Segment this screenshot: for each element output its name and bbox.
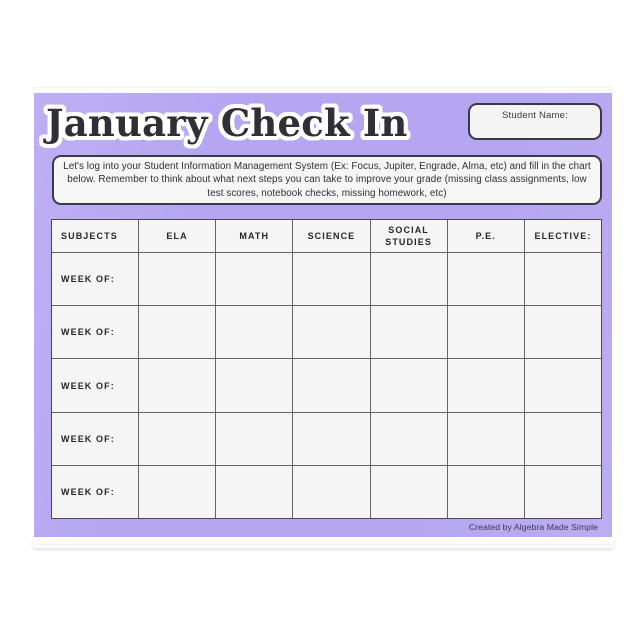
grade-cell-ela[interactable] xyxy=(139,465,217,519)
notepad-bottom-paper-base xyxy=(33,537,614,548)
table-header-social-studies: SOCIAL STUDIES xyxy=(370,220,448,252)
grade-cell-science[interactable] xyxy=(293,465,371,519)
table-header-subjects: SUBJECTS xyxy=(52,220,139,252)
table-header-row: SUBJECTS ELA MATH SCIENCE SOCIAL STUDIES xyxy=(52,220,602,253)
grade-cell-science[interactable] xyxy=(293,359,371,412)
table-header-science: SCIENCE xyxy=(293,220,371,252)
grade-cell-ela[interactable] xyxy=(139,412,217,465)
grade-cell-elective[interactable] xyxy=(524,359,602,412)
table-header-label: SOCIAL STUDIES xyxy=(385,225,432,247)
grade-cell-pe[interactable] xyxy=(447,465,525,519)
grade-cell-social-studies[interactable] xyxy=(370,359,448,412)
grade-cell-pe[interactable] xyxy=(447,359,525,412)
week-of-cell: WEEK OF: xyxy=(52,359,139,412)
grade-cell-ela[interactable] xyxy=(139,253,217,306)
notepad-mockup: January Check In Student Name: Let's log… xyxy=(33,88,614,548)
grade-cell-math[interactable] xyxy=(216,306,294,359)
grade-tracking-table: SUBJECTS ELA MATH SCIENCE SOCIAL STUDIES xyxy=(51,219,602,519)
week-of-cell: WEEK OF: xyxy=(52,306,139,359)
grade-cell-pe[interactable] xyxy=(447,253,525,306)
credit-text: Created by Algebra Made Simple xyxy=(468,522,598,532)
table-header-label: P.E. xyxy=(475,231,496,241)
grade-cell-ela[interactable] xyxy=(139,306,217,359)
grade-cell-social-studies[interactable] xyxy=(370,253,448,306)
grade-cell-pe[interactable] xyxy=(447,412,525,465)
grade-cell-elective[interactable] xyxy=(524,306,602,359)
notepad-top-paper-edge xyxy=(34,88,612,93)
grade-cell-social-studies[interactable] xyxy=(370,412,448,465)
notepad-printed-sheet: January Check In Student Name: Let's log… xyxy=(34,93,612,538)
table-row: WEEK OF: xyxy=(52,465,602,519)
week-of-cell: WEEK OF: xyxy=(52,412,139,465)
notepad-bottom-shadow xyxy=(36,544,611,547)
table-header-pe: P.E. xyxy=(447,220,525,252)
table-row: WEEK OF: xyxy=(52,253,602,307)
table-header-label: ELECTIVE: xyxy=(534,231,592,241)
week-of-label: WEEK OF: xyxy=(61,433,115,444)
table-header-label: ELA xyxy=(166,231,188,241)
grade-cell-ela[interactable] xyxy=(139,359,217,412)
grade-cell-science[interactable] xyxy=(293,412,371,465)
table-row: WEEK OF: xyxy=(52,359,602,413)
student-name-label: Student Name: xyxy=(502,110,568,121)
grade-cell-social-studies[interactable] xyxy=(370,465,448,519)
grade-cell-social-studies[interactable] xyxy=(370,306,448,359)
grade-cell-elective[interactable] xyxy=(524,412,602,465)
grade-cell-math[interactable] xyxy=(216,465,294,519)
table-row: WEEK OF: xyxy=(52,412,602,466)
page-title: January Check In xyxy=(46,101,408,145)
student-name-field[interactable]: Student Name: xyxy=(468,103,602,140)
week-of-cell: WEEK OF: xyxy=(52,253,139,306)
grade-cell-science[interactable] xyxy=(293,253,371,306)
table-header-label: MATH xyxy=(239,231,270,241)
instructions-text: Let's log into your Student Information … xyxy=(63,160,591,199)
grade-cell-math[interactable] xyxy=(216,359,294,412)
grade-cell-elective[interactable] xyxy=(524,253,602,306)
grade-cell-pe[interactable] xyxy=(447,306,525,359)
grade-cell-elective[interactable] xyxy=(524,465,602,519)
table-header-elective: ELECTIVE: xyxy=(524,220,602,252)
grade-cell-math[interactable] xyxy=(216,253,294,306)
week-of-label: WEEK OF: xyxy=(61,380,115,391)
table-header-ela: ELA xyxy=(139,220,217,252)
grade-cell-science[interactable] xyxy=(293,306,371,359)
grade-cell-math[interactable] xyxy=(216,412,294,465)
week-of-label: WEEK OF: xyxy=(61,486,115,497)
instructions-box: Let's log into your Student Information … xyxy=(52,155,602,205)
table-header-label: SCIENCE xyxy=(307,231,356,241)
table-row: WEEK OF: xyxy=(52,306,602,360)
table-header-math: MATH xyxy=(216,220,294,252)
week-of-label: WEEK OF: xyxy=(61,274,115,285)
table-header-label: SUBJECTS xyxy=(61,231,118,241)
week-of-label: WEEK OF: xyxy=(61,327,115,338)
week-of-cell: WEEK OF: xyxy=(52,465,139,519)
